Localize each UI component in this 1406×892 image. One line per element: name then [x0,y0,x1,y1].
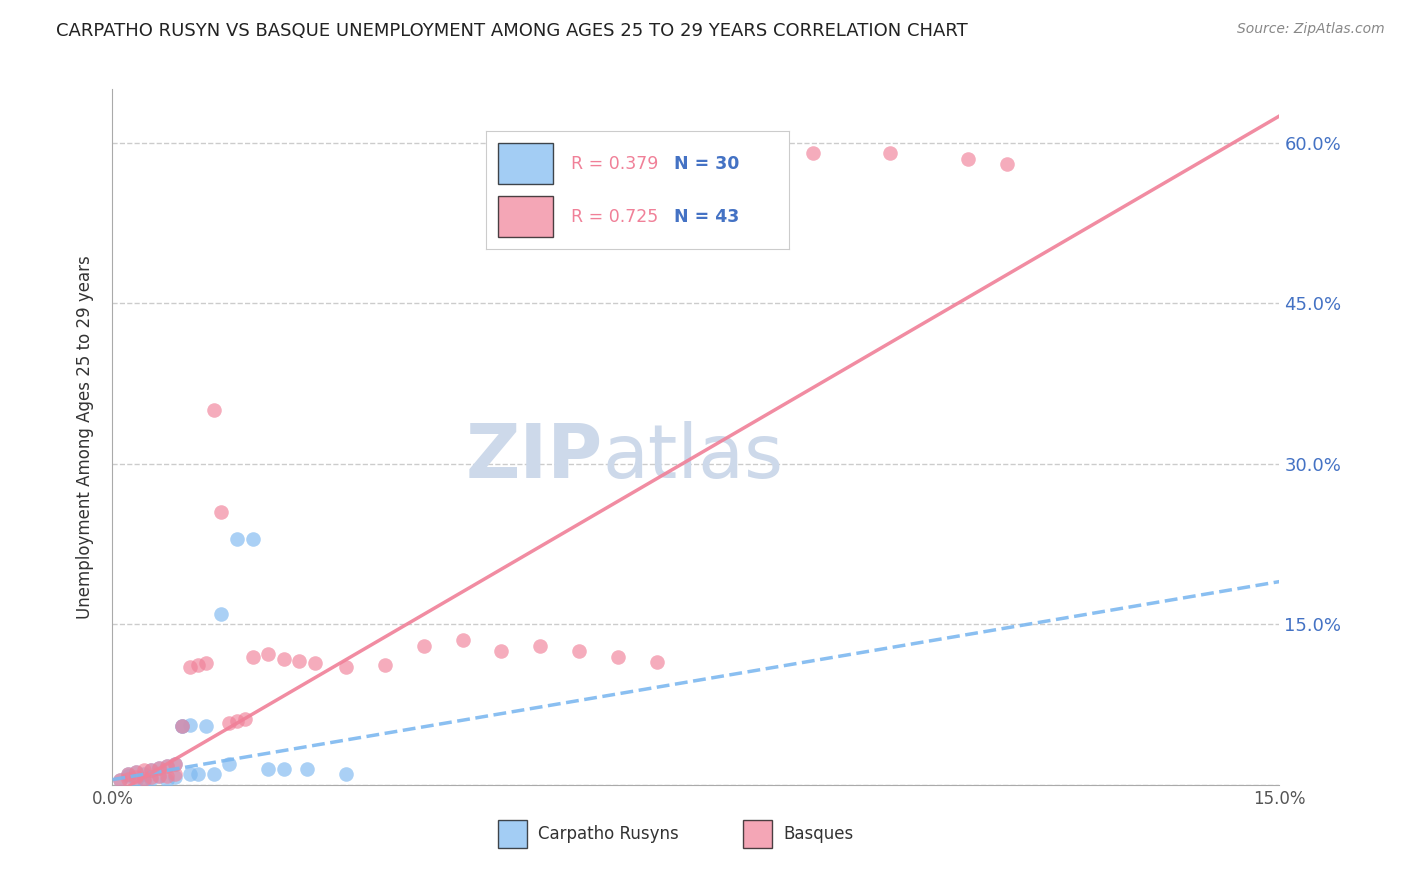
Point [125,772,148,787]
Point [187,767,209,781]
Point [209,505,232,519]
Point [724,136,747,150]
Y-axis label: Unemployment Among Ages 25 to 29 years: Unemployment Among Ages 25 to 29 years [76,255,94,619]
Point [226,532,249,546]
Point [117,767,139,781]
Text: Carpatho Rusyns: Carpatho Rusyns [538,825,679,843]
Point [374,658,396,673]
Text: Source: ZipAtlas.com: Source: ZipAtlas.com [1237,22,1385,37]
Point [125,771,148,785]
Text: Basques: Basques [783,825,853,843]
Point [132,773,155,788]
Point [304,656,326,670]
Point [607,649,630,664]
Text: CARPATHO RUSYN VS BASQUE UNEMPLOYMENT AMONG AGES 25 TO 29 YEARS CORRELATION CHAR: CARPATHO RUSYN VS BASQUE UNEMPLOYMENT AM… [56,22,967,40]
Text: atlas: atlas [603,421,783,494]
Point [295,762,318,776]
Point [194,656,217,670]
Point [156,758,179,772]
Point [288,654,311,668]
Point [801,146,824,161]
Point [148,769,170,783]
Point [156,769,179,783]
Point [163,771,186,785]
Point [879,146,901,161]
Point [148,761,170,775]
Point [132,763,155,777]
Point [218,756,240,771]
Point [141,772,163,786]
Point [202,767,225,781]
Point [132,772,155,786]
FancyBboxPatch shape [742,820,772,847]
Point [141,763,163,777]
Point [995,157,1018,171]
Point [163,756,186,771]
Point [412,639,434,653]
Point [209,607,232,621]
Point [125,765,148,780]
Point [187,658,209,673]
Point [141,763,163,777]
Point [117,772,139,786]
Point [179,660,201,674]
Point [163,756,186,771]
Point [125,765,148,780]
Point [451,633,474,648]
Point [172,719,194,733]
Point [179,718,201,732]
Point [156,758,179,772]
Point [163,767,186,781]
Point [110,772,132,787]
Point [568,644,591,658]
Point [257,762,280,776]
Point [491,644,513,658]
Point [132,767,155,781]
Point [226,714,249,728]
Point [218,715,240,730]
Point [202,403,225,417]
Point [257,648,280,662]
Point [957,152,980,166]
Point [273,762,295,776]
Point [148,769,170,783]
Text: ZIP: ZIP [465,421,603,494]
Point [179,767,201,781]
Point [645,655,668,669]
Point [242,532,264,546]
Point [117,769,139,783]
Point [242,649,264,664]
Point [148,761,170,775]
Point [172,719,194,733]
FancyBboxPatch shape [498,820,527,847]
Point [110,772,132,787]
Point [273,651,295,665]
Point [172,719,194,733]
Point [141,771,163,785]
Point [156,772,179,787]
Point [529,639,551,653]
Point [117,767,139,781]
Point [335,767,357,781]
Point [233,712,256,726]
Point [194,719,217,733]
Point [335,660,357,674]
